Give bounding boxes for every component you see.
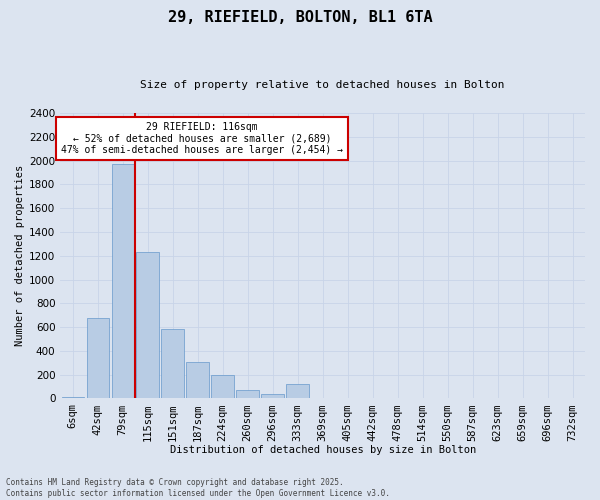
Bar — [112, 164, 134, 398]
Bar — [262, 394, 284, 398]
Text: 29, RIEFIELD, BOLTON, BL1 6TA: 29, RIEFIELD, BOLTON, BL1 6TA — [167, 10, 433, 25]
Title: Size of property relative to detached houses in Bolton: Size of property relative to detached ho… — [140, 80, 505, 90]
Bar — [286, 384, 309, 398]
Bar — [236, 390, 259, 398]
Bar — [86, 318, 109, 398]
Text: Contains HM Land Registry data © Crown copyright and database right 2025.
Contai: Contains HM Land Registry data © Crown c… — [6, 478, 390, 498]
Text: 29 RIEFIELD: 116sqm
← 52% of detached houses are smaller (2,689)
47% of semi-det: 29 RIEFIELD: 116sqm ← 52% of detached ho… — [61, 122, 343, 155]
Bar — [187, 362, 209, 399]
Bar — [136, 252, 159, 398]
Bar — [211, 374, 234, 398]
Bar — [161, 330, 184, 398]
X-axis label: Distribution of detached houses by size in Bolton: Distribution of detached houses by size … — [170, 445, 476, 455]
Y-axis label: Number of detached properties: Number of detached properties — [15, 165, 25, 346]
